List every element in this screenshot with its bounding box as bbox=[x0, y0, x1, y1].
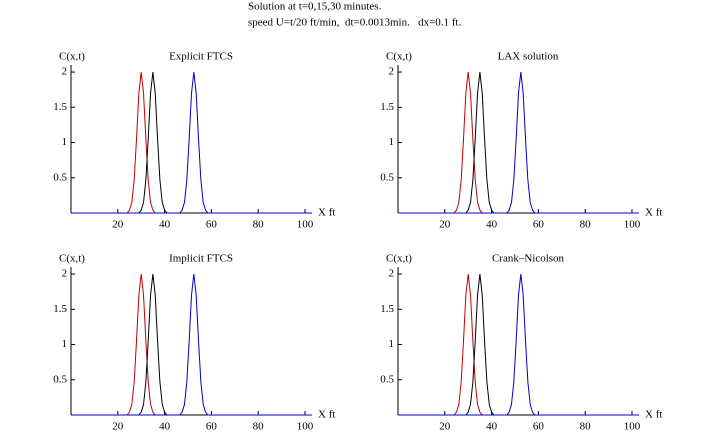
x-tick-label: 80 bbox=[580, 421, 592, 433]
series-line bbox=[398, 71, 639, 214]
y-tick-label: 1 bbox=[62, 136, 68, 148]
series-line bbox=[453, 273, 483, 416]
y-tick-label: 1.5 bbox=[53, 101, 67, 113]
x-tick-label: 100 bbox=[297, 219, 314, 231]
x-tick-label: 20 bbox=[112, 421, 124, 433]
chart-title: Explicit FTCS bbox=[169, 51, 233, 63]
title-line: speed U=t/20 ft/min, dt=0.0013min. dx=0.… bbox=[248, 17, 461, 29]
y-tick-label: 1 bbox=[389, 136, 395, 148]
y-axis-label: C(x,t) bbox=[59, 51, 85, 63]
x-tick-label: 60 bbox=[533, 421, 545, 433]
y-tick-label: 2 bbox=[389, 268, 395, 280]
chart-title: Crank–Nicolson bbox=[492, 253, 565, 265]
y-tick-label: 0.5 bbox=[53, 171, 67, 183]
y-tick-label: 1.5 bbox=[380, 101, 394, 113]
x-tick-label: 100 bbox=[297, 421, 314, 433]
series-line bbox=[138, 273, 168, 416]
y-tick-label: 0.5 bbox=[380, 373, 394, 385]
x-tick-label: 80 bbox=[580, 219, 592, 231]
x-tick-label: 20 bbox=[439, 421, 451, 433]
y-tick-label: 1 bbox=[62, 338, 68, 350]
x-tick-label: 60 bbox=[206, 421, 218, 433]
x-tick-label: 40 bbox=[159, 219, 171, 231]
y-tick-label: 1.5 bbox=[380, 303, 394, 315]
x-tick-label: 60 bbox=[206, 219, 218, 231]
x-tick-label: 40 bbox=[159, 421, 171, 433]
title-line: Solution at t=0,15,30 minutes. bbox=[248, 1, 382, 13]
series-line bbox=[465, 71, 495, 214]
series-line bbox=[126, 273, 156, 416]
x-tick-label: 100 bbox=[624, 421, 641, 433]
series-line bbox=[398, 273, 639, 416]
y-tick-label: 2 bbox=[62, 268, 68, 280]
x-tick-label: 80 bbox=[253, 219, 265, 231]
chart-title: Implicit FTCS bbox=[169, 253, 233, 265]
series-line bbox=[138, 71, 168, 214]
y-tick-label: 0.5 bbox=[380, 171, 394, 183]
y-tick-label: 1.5 bbox=[53, 303, 67, 315]
series-line bbox=[465, 273, 495, 416]
series-line bbox=[71, 273, 312, 416]
x-tick-label: 100 bbox=[624, 219, 641, 231]
series-line bbox=[71, 71, 312, 214]
y-tick-label: 1 bbox=[389, 338, 395, 350]
x-axis-label: X ft bbox=[318, 409, 335, 421]
x-tick-label: 20 bbox=[112, 219, 124, 231]
y-tick-label: 2 bbox=[62, 66, 68, 78]
x-axis-label: X ft bbox=[645, 207, 662, 219]
series-line bbox=[126, 71, 156, 214]
x-tick-label: 40 bbox=[486, 219, 498, 231]
y-tick-label: 0.5 bbox=[53, 373, 67, 385]
series-line bbox=[453, 71, 483, 214]
y-axis-label: C(x,t) bbox=[386, 51, 412, 63]
y-tick-label: 2 bbox=[389, 66, 395, 78]
x-axis-label: X ft bbox=[318, 207, 335, 219]
chart-title: LAX solution bbox=[498, 51, 559, 63]
y-axis-label: C(x,t) bbox=[59, 253, 85, 265]
x-tick-label: 40 bbox=[486, 421, 498, 433]
y-axis-label: C(x,t) bbox=[386, 253, 412, 265]
x-tick-label: 60 bbox=[533, 219, 545, 231]
x-tick-label: 80 bbox=[253, 421, 265, 433]
x-tick-label: 20 bbox=[439, 219, 451, 231]
x-axis-label: X ft bbox=[645, 409, 662, 421]
